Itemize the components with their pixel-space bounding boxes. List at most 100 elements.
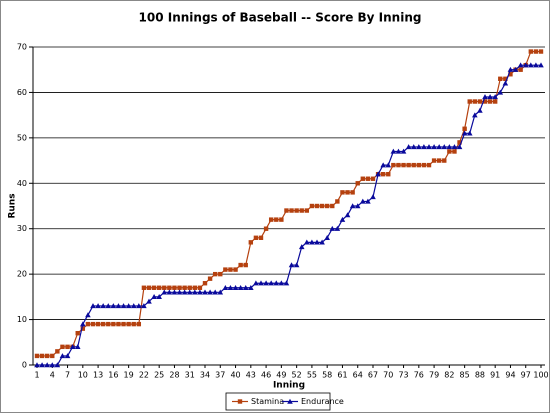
marker <box>106 321 111 327</box>
marker <box>507 66 514 72</box>
marker <box>354 203 361 209</box>
y-tick-label: 60 <box>17 88 27 97</box>
x-tick-label: 7 <box>65 371 70 380</box>
marker <box>497 89 504 95</box>
marker <box>258 235 264 240</box>
marker <box>406 162 411 168</box>
marker <box>248 240 254 245</box>
marker <box>335 199 340 204</box>
marker <box>207 276 213 281</box>
x-tick-label: 85 <box>460 371 470 380</box>
marker <box>253 235 259 240</box>
marker <box>125 303 132 309</box>
marker <box>258 280 264 286</box>
marker <box>39 362 45 368</box>
marker <box>314 239 320 245</box>
marker <box>467 99 472 104</box>
marker <box>218 271 223 277</box>
marker <box>528 49 534 54</box>
marker <box>171 289 178 295</box>
marker <box>482 94 488 100</box>
marker <box>487 99 493 104</box>
marker <box>319 203 325 209</box>
marker <box>482 99 488 104</box>
marker <box>386 172 391 177</box>
marker <box>401 162 406 168</box>
x-tick-label: 19 <box>124 371 134 380</box>
chart-title: 100 Innings of Baseball -- Score By Inni… <box>139 11 422 25</box>
marker <box>233 267 238 272</box>
marker <box>59 353 66 359</box>
marker <box>105 303 112 309</box>
series-line <box>37 64 541 366</box>
marker <box>533 62 539 68</box>
marker <box>237 399 243 404</box>
x-tick-label: 37 <box>215 371 225 380</box>
marker <box>116 321 121 327</box>
marker <box>85 312 91 318</box>
marker <box>287 398 293 404</box>
marker <box>130 303 137 309</box>
marker <box>44 353 50 359</box>
marker <box>508 72 513 77</box>
marker <box>80 326 86 331</box>
y-tick-label: 20 <box>17 270 27 279</box>
x-tick-label: 61 <box>337 371 347 380</box>
marker <box>238 262 243 268</box>
x-tick-label: 55 <box>307 371 317 380</box>
marker <box>95 321 101 327</box>
marker <box>55 349 60 354</box>
marker <box>192 285 198 290</box>
marker <box>375 171 381 177</box>
marker <box>156 294 162 300</box>
marker <box>50 353 55 359</box>
marker <box>263 226 269 231</box>
marker <box>441 144 448 150</box>
y-tick-label: 70 <box>17 43 27 52</box>
marker <box>304 239 310 245</box>
marker <box>436 144 442 150</box>
marker <box>472 112 478 118</box>
marker <box>492 94 498 100</box>
marker <box>90 303 96 309</box>
marker <box>421 144 427 150</box>
marker <box>294 208 299 213</box>
marker <box>426 162 432 168</box>
x-tick-label: 52 <box>292 371 302 380</box>
marker <box>64 353 71 359</box>
marker <box>162 285 167 290</box>
marker <box>186 289 193 295</box>
marker <box>90 321 96 327</box>
marker <box>212 289 218 295</box>
x-tick-label: 97 <box>521 371 531 380</box>
marker <box>462 126 467 131</box>
marker <box>517 62 524 68</box>
marker <box>436 158 442 163</box>
marker <box>350 190 355 195</box>
marker <box>217 289 224 295</box>
marker <box>410 144 417 150</box>
marker <box>172 285 177 290</box>
marker <box>192 289 198 295</box>
marker <box>39 353 45 359</box>
y-tick-label: 30 <box>17 224 27 233</box>
marker <box>207 289 213 295</box>
marker <box>522 62 529 68</box>
marker <box>80 321 86 327</box>
marker <box>202 281 208 286</box>
marker <box>182 285 187 290</box>
marker <box>268 280 274 286</box>
legend-box <box>225 392 331 411</box>
y-tick-label: 50 <box>17 133 27 142</box>
marker <box>421 162 427 168</box>
x-tick-label: 58 <box>322 371 332 380</box>
marker <box>340 190 345 195</box>
marker <box>274 217 279 222</box>
marker <box>237 284 244 290</box>
marker <box>69 344 76 350</box>
marker <box>212 271 218 277</box>
marker <box>100 303 106 309</box>
y-tick-label: 10 <box>17 315 27 324</box>
x-tick-label: 46 <box>261 371 271 380</box>
